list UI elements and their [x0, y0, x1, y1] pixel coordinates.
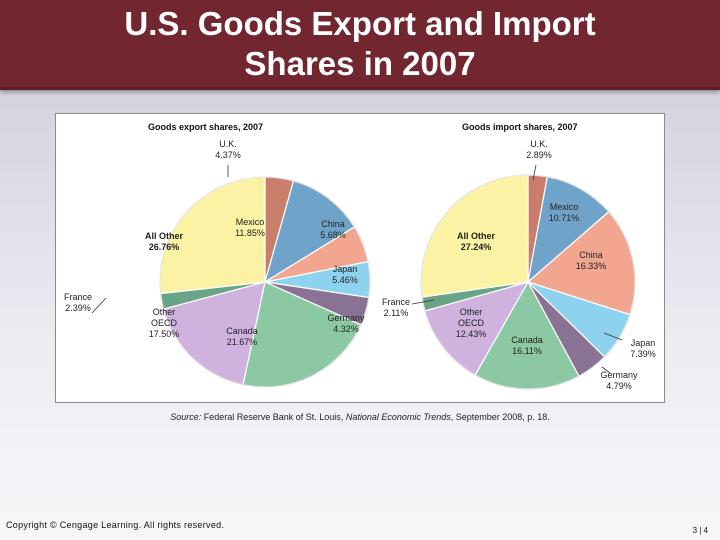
import-slice-all-other: [420, 174, 529, 298]
export-name-mexico: Mexico: [236, 217, 265, 227]
import-name-mexico: Mexico: [550, 202, 579, 212]
import-name-other-oecd: OECD: [458, 318, 485, 328]
export-name-china: China: [321, 219, 345, 229]
export-value-all-other: 26.76%: [149, 242, 180, 252]
export-chart-title: Goods export shares, 2007: [148, 122, 263, 132]
title-bar: U.S. Goods Export and Import Shares in 2…: [0, 0, 720, 90]
export-name-canada: Canada: [226, 326, 258, 336]
import-label-germany: Germany 4.79%: [600, 370, 638, 391]
export-pie-outline: [159, 176, 371, 388]
export-name-japan: Japan: [333, 264, 358, 274]
export-label-france: France 2.39%: [64, 292, 92, 313]
export-label-all-other: All Other 26.76%: [145, 231, 184, 252]
source-suffix: , September 2008, p. 18.: [450, 412, 550, 422]
export-name-all-other: All Other: [145, 231, 184, 241]
export-slice-canada: [242, 281, 362, 388]
import-label-mexico: Mexico 10.71%: [549, 202, 580, 223]
export-value-japan: 5.46%: [332, 275, 358, 285]
export-value-china: 5.68%: [320, 230, 346, 240]
source-org: Federal Reserve Bank of St. Louis,: [203, 412, 344, 422]
export-value-u-k: 4.37%: [215, 150, 241, 160]
import-leader-japan: [603, 332, 623, 341]
export-name-france: France: [64, 292, 92, 302]
export-label-china: China 5.68%: [320, 219, 346, 240]
import-label-japan: Japan 7.39%: [630, 338, 656, 359]
export-value-other-oecd: 17.50%: [149, 329, 180, 339]
import-name-germany: Germany: [600, 370, 638, 380]
export-label-germany: Germany 4.32%: [327, 313, 365, 334]
import-leader-france: [411, 299, 435, 305]
slide-title: U.S. Goods Export and Import Shares in 2…: [124, 4, 596, 82]
import-name-u-k: U.K.: [530, 139, 548, 149]
page-number: 3 | 4: [692, 526, 708, 535]
import-pie-outline: [420, 174, 636, 390]
import-label-france: France 2.11%: [382, 297, 410, 318]
import-name-france: France: [382, 297, 410, 307]
export-label-mexico: Mexico 11.85%: [235, 217, 265, 238]
export-name-other-oecd: OECD: [151, 318, 178, 328]
export-label-canada: Canada 21.67%: [226, 326, 258, 347]
import-label-all-other: All Other 27.24%: [457, 231, 496, 252]
export-slice-all-other: [159, 176, 266, 295]
import-value-u-k: 2.89%: [526, 150, 552, 160]
pie-chart-figure: Goods export shares, 2007 U.K. 4.37% Mexico…: [55, 113, 665, 403]
import-value-france: 2.11%: [384, 308, 409, 318]
source-prefix: Source:: [170, 412, 202, 422]
export-value-canada: 21.67%: [227, 337, 258, 347]
import-value-other-oecd: 12.43%: [456, 329, 487, 339]
export-name-other-oecd: Other: [153, 307, 176, 317]
import-chart-title: Goods import shares, 2007: [462, 122, 578, 132]
export-value-germany: 4.32%: [333, 324, 359, 334]
import-slice-canada: [474, 280, 580, 390]
source-note: Source: Federal Reserve Bank of St. Loui…: [0, 412, 720, 422]
import-value-japan: 7.39%: [630, 349, 656, 359]
export-name-u-k: U.K.: [219, 139, 237, 149]
export-slice-mexico: [264, 180, 356, 284]
export-name-germany: Germany: [327, 313, 365, 323]
source-publication: National Economic Trends: [345, 412, 451, 422]
import-leader-u-k: [532, 164, 537, 181]
import-slice-other-oecd: [424, 281, 530, 376]
export-label-u-k: U.K. 4.37%: [215, 139, 241, 160]
import-name-japan: Japan: [631, 338, 656, 348]
import-name-other-oecd: Other: [460, 307, 483, 317]
import-slice-china: [526, 210, 636, 316]
import-value-germany: 4.79%: [606, 381, 632, 391]
import-leader-germany: [601, 366, 611, 374]
export-slice-other-oecd: [162, 281, 266, 386]
import-label-china: China 16.33%: [576, 250, 607, 271]
export-value-france: 2.39%: [65, 303, 91, 313]
export-label-japan: Japan 5.46%: [332, 264, 358, 285]
import-value-mexico: 10.71%: [549, 213, 580, 223]
import-label-canada: Canada 16.11%: [511, 335, 543, 356]
export-label-other-oecd: Other OECD 17.50%: [149, 307, 180, 339]
import-value-china: 16.33%: [576, 261, 607, 271]
import-name-canada: Canada: [511, 335, 543, 345]
import-value-canada: 16.11%: [512, 346, 542, 356]
import-label-other-oecd: Other OECD 12.43%: [456, 307, 487, 339]
import-name-china: China: [579, 250, 603, 260]
copyright: Copyright © Cengage Learning. All rights…: [6, 520, 225, 530]
import-name-all-other: All Other: [457, 231, 496, 241]
import-label-u-k: U.K. 2.89%: [526, 139, 552, 160]
import-slice-mexico: [527, 176, 610, 284]
export-value-mexico: 11.85%: [235, 228, 265, 238]
import-value-all-other: 27.24%: [461, 242, 492, 252]
export-leader-france: [91, 297, 107, 314]
